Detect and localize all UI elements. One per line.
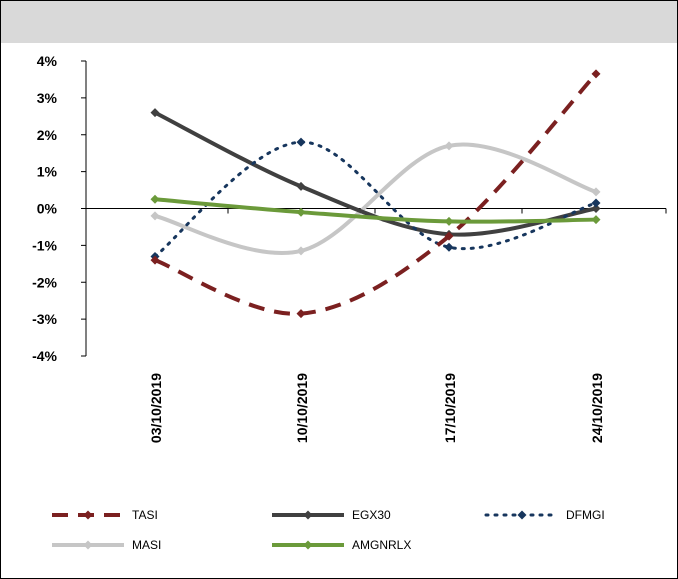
data-point-egx30 [591,204,601,213]
y-tick-label: 0% [37,201,58,217]
data-point-dfmgi [591,198,601,208]
legend-label-egx30: EGX30 [352,508,391,522]
x-tick-label: 10/10/2019 [294,373,310,443]
data-point-masi [444,141,454,151]
legend-marker-tasi [83,510,93,520]
series-line-tasi [154,72,598,316]
y-tick-label: 4% [37,53,58,69]
y-tick-label: -4% [32,348,57,364]
legend-label-amgnrlx: AMGNRLX [352,538,411,552]
x-tick-label: 17/10/2019 [442,373,458,443]
y-tick-label: 2% [37,127,58,143]
data-point-tasi [150,255,160,265]
y-tick-label: 1% [37,164,58,180]
data-point-egx30 [296,181,306,191]
legend-label-tasi: TASI [132,508,158,522]
data-point-amgnrlx [591,215,601,225]
data-point-tasi [444,231,454,241]
y-tick-label: 3% [37,90,58,106]
data-point-masi [591,187,601,197]
data-point-egx30 [150,108,160,118]
legend-marker-dfmgi [517,510,527,520]
data-point-masi [150,211,160,221]
legend-label-dfmgi: DFMGI [566,508,605,522]
data-point-dfmgi [444,242,454,252]
x-tick-label: 03/10/2019 [148,373,164,443]
data-point-dfmgi [296,137,306,147]
data-point-tasi [591,69,601,79]
y-tick-label: -1% [32,237,57,253]
legend-label-masi: MASI [132,538,161,552]
legend-marker-egx30 [303,510,313,520]
chart-title-bar [1,1,677,43]
data-point-masi [296,246,306,256]
series-line-amgnrlx [154,197,597,224]
data-point-amgnrlx [444,216,454,226]
data-point-tasi [296,309,306,319]
y-tick-label: -2% [32,274,57,290]
y-tick-label: -3% [32,311,57,327]
legend-marker-amgnrlx [303,540,313,550]
series-line-dfmgi [153,140,598,258]
data-point-amgnrlx [150,194,160,204]
data-point-amgnrlx [296,207,306,217]
legend-marker-masi [83,540,93,550]
series-line-masi [154,142,597,255]
x-tick-label: 24/10/2019 [589,373,605,443]
